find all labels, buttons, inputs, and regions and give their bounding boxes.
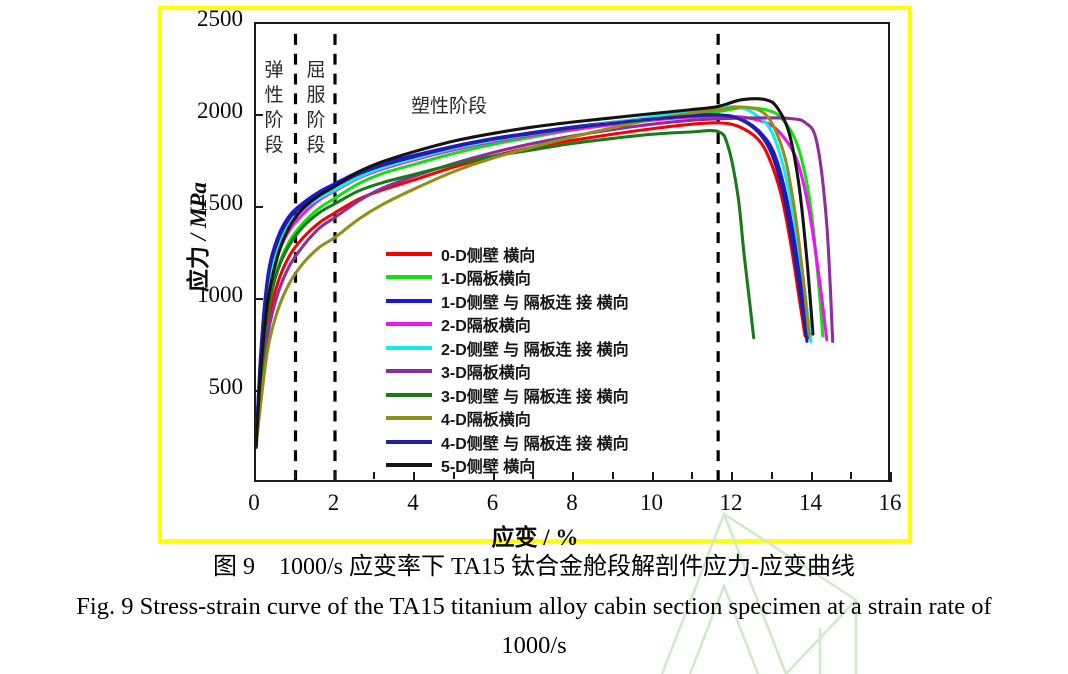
x-tick-label: 4	[407, 490, 419, 515]
x-tick-mark	[293, 472, 296, 479]
legend-item-label: 2-D侧壁 与 隔板连 接 横向	[441, 341, 629, 359]
legend-item[interactable]: 3-D隔板横向	[386, 360, 629, 384]
x-tick-label: 12	[719, 490, 743, 515]
y-axis-title: 应力 / MPa	[179, 127, 213, 347]
y-tick-label: 2500	[197, 6, 243, 31]
legend-color-swatch	[386, 439, 432, 444]
caption-line-chinese: 图 9 1000/s 应变率下 TA15 钛合金舱段解剖件应力-应变曲线	[212, 554, 856, 580]
x-tick-label: 14	[799, 490, 822, 515]
x-tick-mark	[651, 472, 654, 482]
legend-color-swatch	[386, 322, 432, 327]
x-tick-label: 2	[327, 490, 340, 515]
figure-caption: 图 9 1000/s 应变率下 TA15 钛合金舱段解剖件应力-应变曲线 Fig.…	[0, 548, 1068, 665]
x-tick-label: 0	[248, 490, 260, 515]
y-tick-label: 2000	[197, 98, 243, 123]
x-tick-label: 16	[878, 490, 902, 515]
legend-item[interactable]: 5-D侧壁 横向	[386, 454, 629, 478]
x-tick-mark	[810, 472, 813, 482]
data-series-line	[254, 97, 815, 449]
y-tick-label: 1000	[197, 282, 243, 307]
x-tick-mark	[770, 472, 773, 479]
legend-item[interactable]: 2-D隔板横向	[386, 313, 629, 337]
x-tick-mark	[691, 472, 694, 479]
x-tick-mark	[492, 472, 495, 482]
x-axis-title: 应变 / %	[491, 525, 579, 550]
legend-item[interactable]: 1-D隔板横向	[386, 266, 629, 290]
y-tick-mark	[254, 114, 263, 116]
y-tick-mark	[254, 206, 263, 208]
legend-item-label: 1-D侧壁 与 隔板连 接 横向	[441, 294, 629, 312]
y-tick-label: 1500	[197, 190, 243, 215]
legend-item[interactable]: 3-D侧壁 与 隔板连 接 横向	[386, 383, 629, 407]
y-tick-mark	[254, 298, 263, 300]
x-tick-mark	[413, 472, 415, 482]
chart-figure: 应力 / MPa 500 1000 1500 2000 2500 弹性阶段 屈服阶段 塑…	[158, 6, 912, 550]
caption-line-english-2: 1000/s	[501, 632, 567, 659]
legend-item[interactable]: 0-D侧壁 横向	[386, 242, 629, 266]
legend-item-label: 0-D侧壁 横向	[441, 247, 536, 265]
x-tick-mark	[452, 472, 455, 479]
legend-item-label: 1-D隔板横向	[441, 271, 531, 289]
legend-color-swatch	[386, 369, 432, 374]
x-tick-mark	[731, 472, 733, 482]
curve-canvas	[254, 33, 835, 480]
legend-color-swatch	[386, 298, 432, 303]
legend-item-label: 4-D侧壁 与 隔板连 接 横向	[441, 435, 629, 453]
x-tick-mark	[254, 472, 256, 482]
data-series-line	[254, 129, 756, 449]
legend-color-swatch	[386, 416, 432, 421]
chart-legend: 0-D侧壁 横向 1-D隔板横向 1-D侧壁 与 隔板连 接 横向 2-D隔板横向 2-…	[386, 242, 629, 477]
x-tick-mark	[850, 472, 853, 479]
legend-item-label: 4-D隔板横向	[441, 412, 531, 430]
x-tick-mark	[890, 472, 892, 482]
data-series-line	[254, 105, 811, 449]
annotation-plastic-stage: 塑性阶段	[411, 96, 488, 117]
caption-line-english-1: Fig. 9 Stress-strain curve of the TA15 t…	[76, 593, 992, 620]
legend-item[interactable]: 4-D侧壁 与 隔板连 接 横向	[386, 430, 629, 454]
legend-color-swatch	[386, 463, 432, 468]
legend-color-swatch	[386, 345, 432, 350]
x-tick-mark	[572, 472, 574, 482]
x-tick-mark	[333, 472, 336, 482]
x-tick-label: 8	[566, 490, 578, 515]
y-tick-label: 500	[208, 374, 244, 399]
x-tick-label: 10	[640, 490, 663, 515]
legend-item-label: 3-D隔板横向	[441, 365, 531, 383]
legend-item-label: 3-D侧壁 与 隔板连 接 横向	[441, 388, 629, 406]
legend-item-label: 5-D侧壁 横向	[441, 459, 536, 477]
annotation-elastic-stage: 弹性阶段	[264, 60, 284, 156]
legend-item[interactable]: 4-D隔板横向	[386, 407, 629, 431]
x-tick-mark	[611, 472, 614, 479]
legend-color-swatch	[386, 275, 432, 280]
x-tick-mark	[532, 472, 535, 479]
legend-color-swatch	[386, 392, 432, 397]
annotation-yield-stage: 屈服阶段	[306, 60, 326, 156]
x-tick-label: 6	[486, 490, 499, 515]
data-series-line	[254, 116, 835, 449]
legend-item[interactable]: 2-D侧壁 与 隔板连 接 横向	[386, 336, 629, 360]
legend-color-swatch	[386, 251, 432, 256]
data-series-line	[254, 113, 809, 449]
legend-item[interactable]: 1-D侧壁 与 隔板连 接 横向	[386, 289, 629, 313]
x-tick-mark	[373, 472, 376, 479]
legend-item-label: 2-D隔板横向	[441, 318, 531, 336]
